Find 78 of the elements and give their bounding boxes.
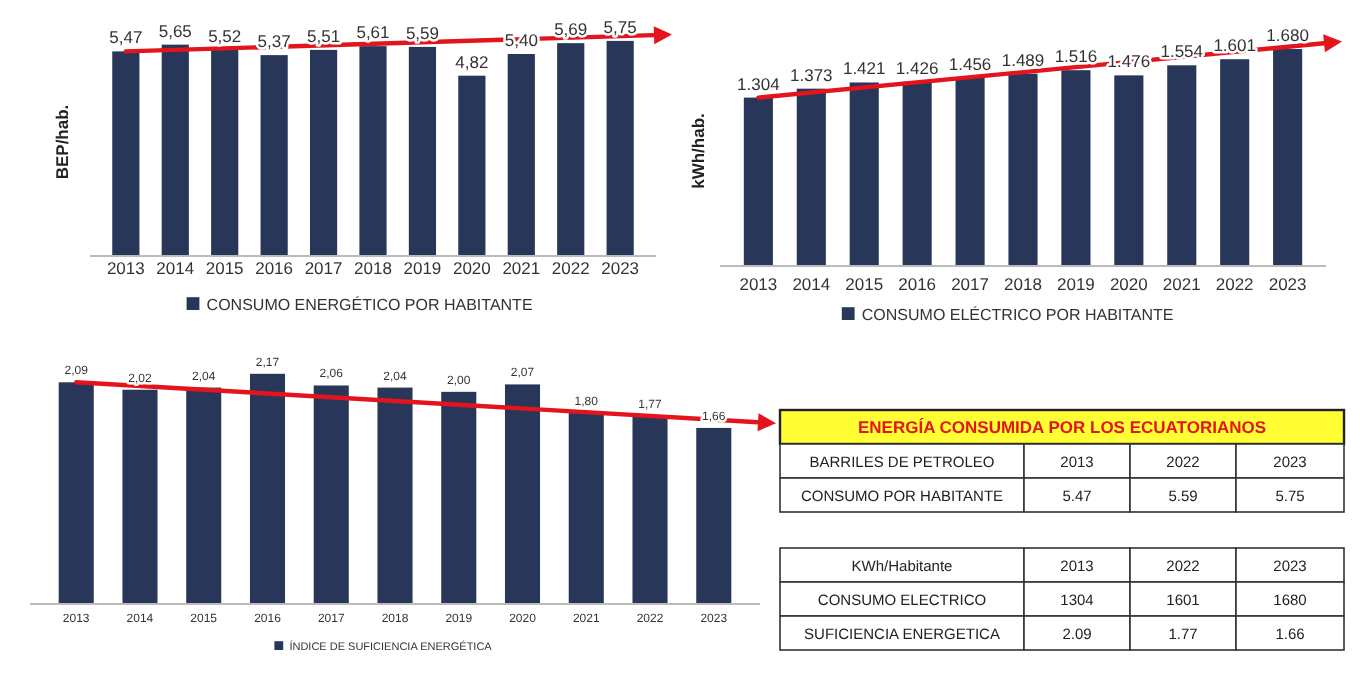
x-tick-label: 2021 — [1162, 274, 1202, 294]
bar — [359, 46, 387, 256]
text: ENERGÍA CONSUMIDA POR LOS ECUATORIANOS — [857, 417, 1267, 437]
bar — [557, 43, 585, 256]
x-tick-label: 2013 — [739, 274, 778, 294]
bar — [955, 77, 985, 266]
x-tick-label: 2014 — [156, 258, 195, 278]
bar — [1273, 49, 1303, 266]
x-tick-label: 2021 — [502, 258, 541, 278]
data-label: 1.680 — [1266, 25, 1310, 46]
bar — [313, 385, 349, 604]
x-tick-label: 2017 — [304, 258, 344, 278]
x-tick-label: 2022 — [1215, 274, 1255, 294]
x-tick-label: 2023 — [1268, 274, 1308, 294]
x-tick-label: 2015 — [845, 274, 884, 294]
bar — [58, 382, 94, 604]
bar — [696, 427, 732, 604]
x-tick-label: 2016 — [255, 258, 294, 278]
data-label: 1.601 — [1213, 35, 1257, 56]
data-label: 1.304 — [737, 73, 781, 94]
x-tick-label: 2018 — [1004, 274, 1043, 294]
data-label: 1.373 — [790, 64, 834, 85]
x-tick-label: 2020 — [1109, 274, 1149, 294]
bar — [1061, 70, 1091, 266]
x-tick-label: 2019 — [1057, 274, 1096, 294]
data-label: 5,75 — [603, 16, 638, 37]
data-label: 5,47 — [109, 27, 143, 48]
x-tick-label: 2013 — [106, 258, 146, 278]
data-label: 4,82 — [455, 51, 489, 72]
bar — [1114, 75, 1144, 266]
bar — [161, 44, 189, 256]
bar — [377, 387, 413, 604]
data-label: 1.426 — [895, 57, 939, 78]
bar — [211, 49, 239, 256]
bar — [902, 81, 932, 266]
x-tick-label: 2016 — [898, 274, 937, 294]
bar — [112, 51, 140, 256]
data-label: 5,51 — [307, 25, 341, 46]
legend-label: CONSUMO ENERGÉTICO POR HABITANTE — [206, 296, 533, 314]
data-label: 1.421 — [842, 58, 887, 79]
bar — [568, 413, 604, 604]
bar — [796, 88, 826, 266]
bar — [186, 387, 222, 604]
x-tick-label: 2020 — [452, 258, 492, 278]
x-tick-label: 2019 — [403, 258, 442, 278]
legend-label: CONSUMO ELÉCTRICO POR HABITANTE — [861, 306, 1174, 324]
data-label: 1.489 — [1001, 49, 1045, 70]
bar — [743, 97, 773, 266]
data-label: 1.456 — [948, 53, 992, 74]
bar — [849, 82, 879, 266]
data-label: 5,69 — [554, 19, 588, 40]
data-label: 5,52 — [208, 25, 242, 46]
bar — [408, 46, 437, 256]
bar — [441, 391, 477, 604]
bar — [1220, 59, 1250, 266]
x-tick-label: 2017 — [951, 274, 990, 294]
bar — [249, 373, 286, 604]
bar — [606, 40, 634, 256]
bar — [1167, 65, 1197, 266]
y-axis-title: BEP/hab. — [52, 104, 72, 180]
x-tick-label: 2022 — [551, 258, 591, 278]
x-tick-label: 2014 — [792, 274, 831, 294]
bar — [122, 389, 158, 604]
bar — [1008, 73, 1038, 266]
x-tick-label: 2018 — [354, 258, 393, 278]
y-axis-title: kWh/hab. — [688, 113, 708, 189]
x-tick-label: 2015 — [205, 258, 245, 278]
data-label: 5,65 — [158, 20, 193, 41]
data-label: 1.516 — [1054, 46, 1098, 67]
x-tick-label: 2023 — [601, 258, 640, 278]
data-label: 5,59 — [405, 22, 440, 43]
bar — [309, 49, 338, 256]
bar — [504, 384, 541, 604]
bar — [632, 416, 668, 604]
bar — [458, 75, 486, 256]
bar — [507, 54, 535, 256]
data-label: 5,61 — [356, 22, 391, 43]
bar — [260, 55, 288, 256]
